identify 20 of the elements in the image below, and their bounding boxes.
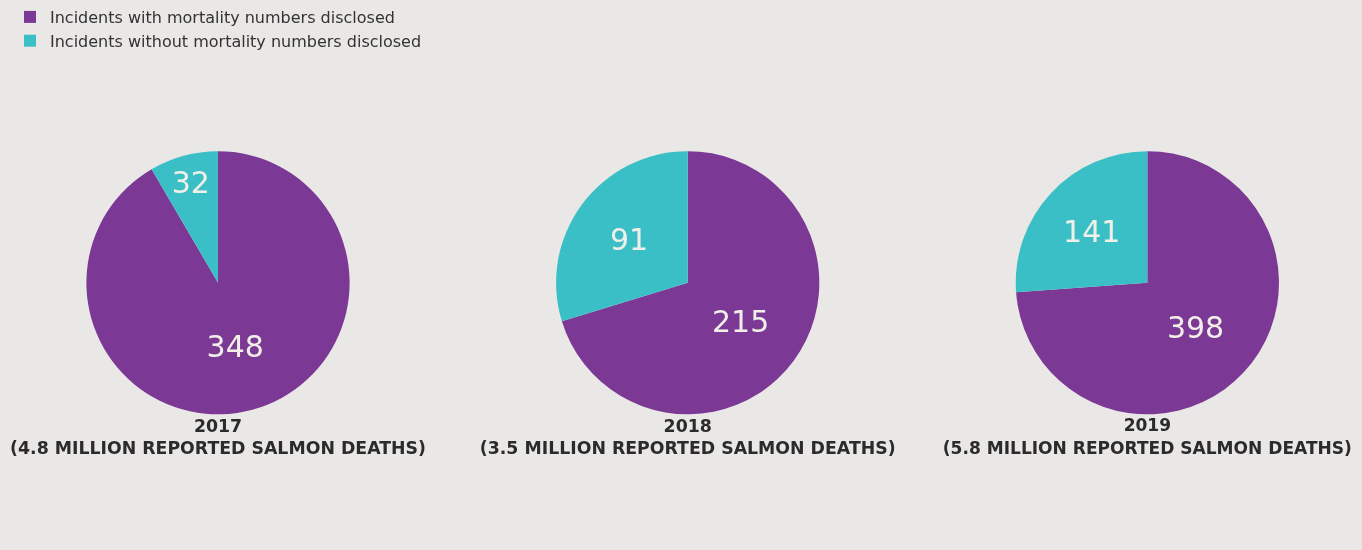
data-label: 398 bbox=[1166, 310, 1225, 346]
data-label: 348 bbox=[206, 328, 264, 364]
text: (4.8 MILLION REPORTED SALMON DEATHS) bbox=[10, 438, 426, 459]
legend-label: Incidents with mortality numbers disclosed bbox=[50, 8, 395, 28]
pie-slice bbox=[561, 151, 820, 415]
pie-slice bbox=[1015, 151, 1148, 293]
data-label: 32 bbox=[171, 164, 210, 200]
data-label: 215 bbox=[712, 304, 770, 340]
pie-slice bbox=[556, 151, 688, 322]
data-label: 91 bbox=[609, 221, 649, 257]
pie-slice bbox=[1016, 151, 1279, 415]
pie-slice bbox=[86, 151, 350, 415]
text: 2019 bbox=[1123, 415, 1172, 436]
pie-slice bbox=[151, 151, 219, 283]
legend-label: Incidents without mortality numbers disclosed bbox=[50, 31, 422, 51]
data-label: 141 bbox=[1063, 213, 1121, 249]
text: 2017 bbox=[193, 415, 243, 436]
text: (3.5 MILLION REPORTED SALMON DEATHS) bbox=[479, 438, 896, 459]
text: 2018 bbox=[663, 415, 712, 436]
text: (5.8 MILLION REPORTED SALMON DEATHS) bbox=[942, 437, 1352, 458]
